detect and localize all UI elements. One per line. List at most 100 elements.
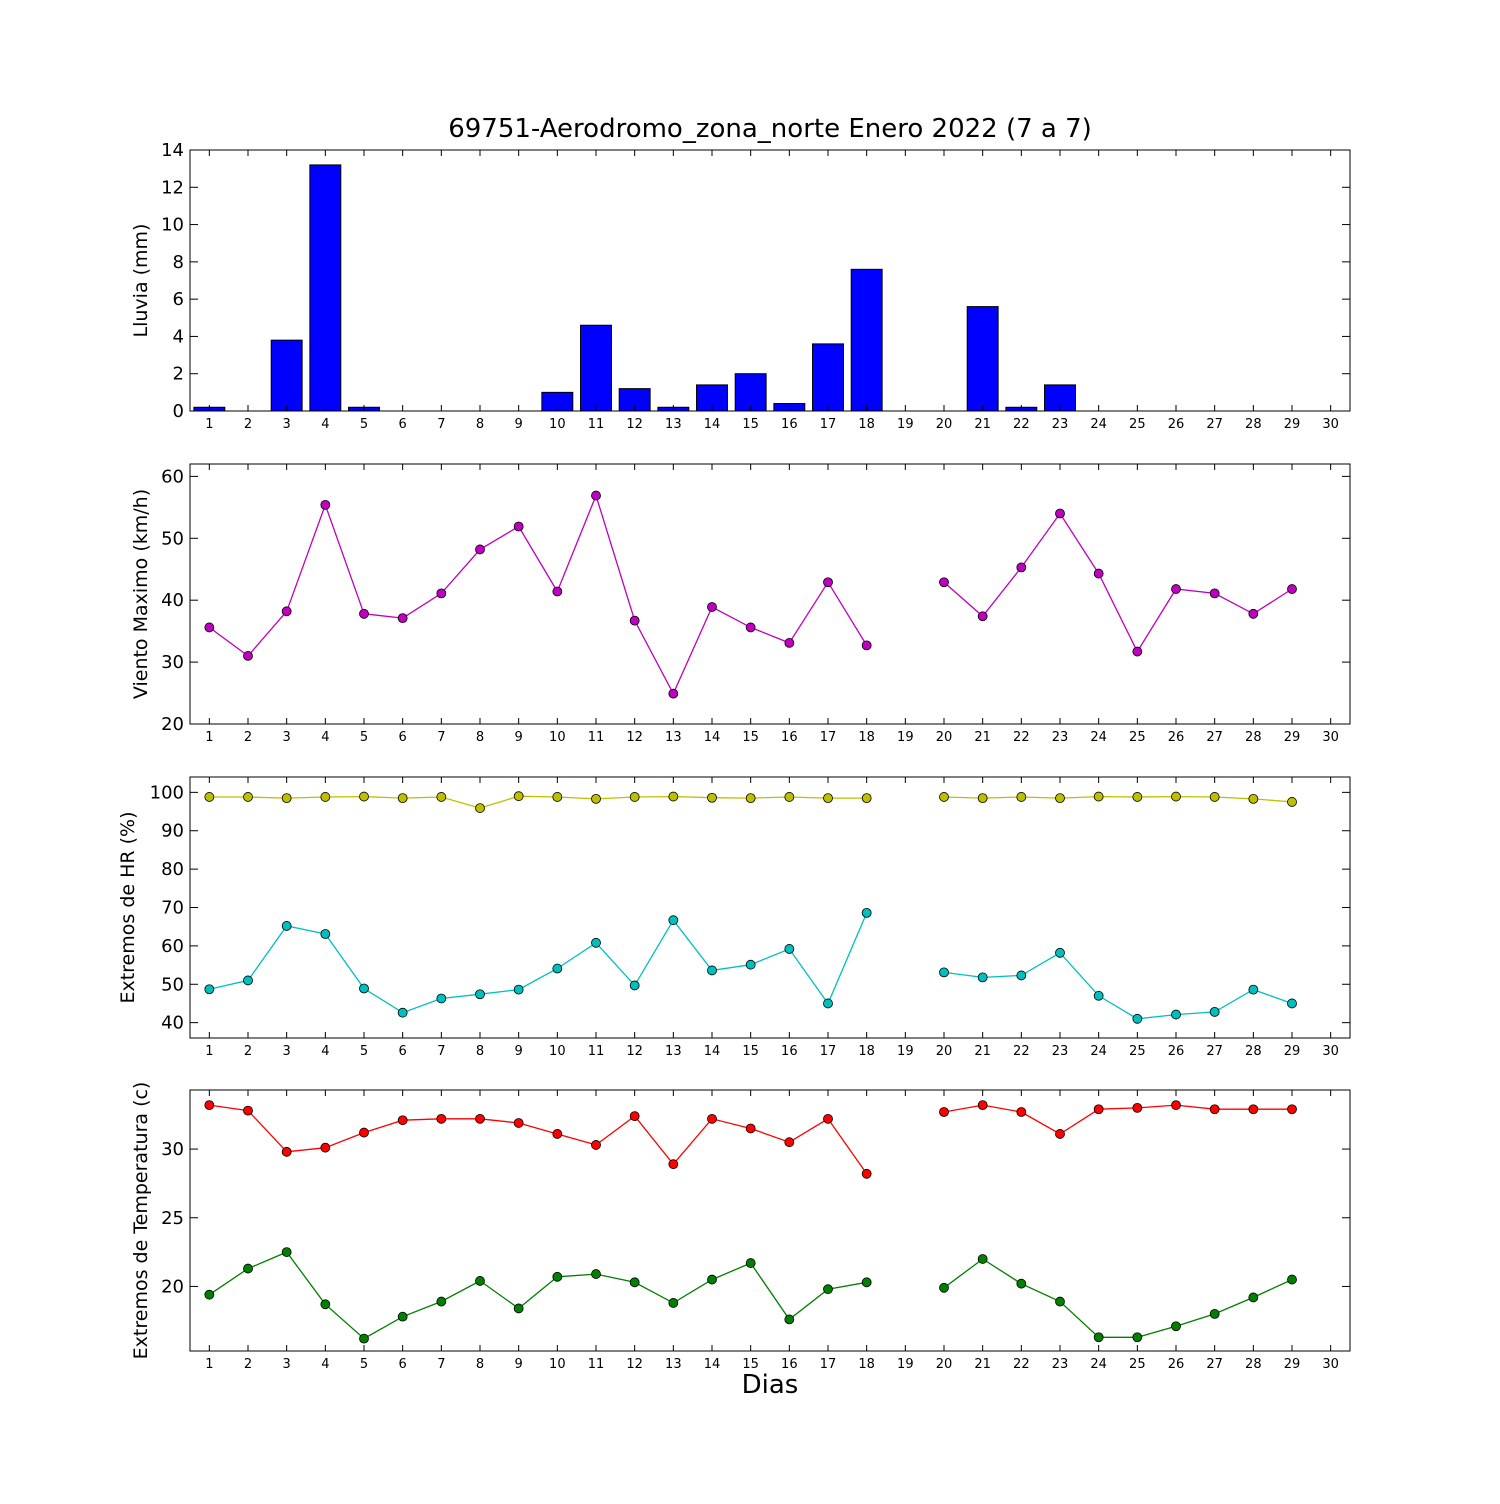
- x-tick-label: 21: [974, 417, 991, 432]
- data-point: [1209, 1309, 1220, 1319]
- data-point: [784, 1137, 795, 1148]
- x-tick-label: 1: [205, 417, 213, 432]
- data-point: [281, 1146, 292, 1157]
- data-point: [359, 1333, 369, 1344]
- data-point: [359, 1127, 369, 1138]
- data-point: [939, 1107, 949, 1117]
- series-line: [943, 795, 1293, 803]
- data-point: [591, 1140, 601, 1150]
- x-tick-label: 5: [360, 1044, 368, 1059]
- data-point: [1132, 646, 1143, 657]
- data-point: [629, 1111, 640, 1121]
- plot-frame: [189, 776, 1351, 1039]
- x-tick-label: 23: [1052, 417, 1069, 432]
- x-tick-label: 29: [1284, 1044, 1301, 1059]
- x-tick-label: 22: [1013, 1044, 1030, 1059]
- x-tick-label: 16: [781, 730, 798, 745]
- data-point: [668, 915, 679, 926]
- data-point: [823, 998, 833, 1009]
- data-point: [939, 577, 949, 588]
- data-point: [977, 611, 988, 622]
- x-tick-label: 7: [437, 730, 445, 745]
- x-tick-label: 10: [549, 1044, 566, 1059]
- plot-frame: [189, 149, 1351, 412]
- x-tick-label: 24: [1090, 1357, 1107, 1372]
- x-tick-label: 5: [360, 730, 368, 745]
- x-tick-label: 11: [588, 730, 605, 745]
- data-point: [745, 959, 756, 970]
- x-tick-label: 9: [515, 417, 523, 432]
- y-axis-label: Viento Maximo (km/h): [130, 489, 152, 699]
- data-point: [1171, 584, 1181, 594]
- data-point: [861, 907, 872, 918]
- x-tick-label: 25: [1129, 1357, 1146, 1372]
- data-point: [629, 615, 640, 626]
- data-point: [591, 937, 601, 948]
- data-point: [784, 1314, 795, 1325]
- x-tick-label: 29: [1284, 417, 1301, 432]
- data-point: [977, 793, 988, 804]
- x-tick-label: 16: [781, 417, 798, 432]
- x-tick-label: 23: [1052, 1044, 1069, 1059]
- x-tick-label: 3: [283, 1044, 291, 1059]
- x-tick-label: 7: [437, 417, 445, 432]
- x-tick-label: 13: [665, 1044, 682, 1059]
- plot-frame: [189, 463, 1351, 725]
- data-point: [204, 1289, 215, 1300]
- x-tick-label: 10: [549, 1357, 566, 1372]
- y-tick-label: 25: [161, 1208, 184, 1229]
- data-point: [745, 1123, 756, 1134]
- data-point: [204, 1100, 215, 1111]
- bar: [966, 306, 999, 412]
- y-tick-label: 20: [161, 714, 184, 735]
- data-point: [552, 1129, 563, 1139]
- x-tick-label: 30: [1322, 1357, 1339, 1372]
- x-tick-label: 29: [1284, 730, 1301, 745]
- x-tick-label: 12: [626, 1357, 643, 1372]
- y-tick-label: 80: [161, 859, 184, 880]
- x-tick-label: 18: [858, 417, 875, 432]
- data-point: [552, 586, 563, 597]
- series-line: [943, 1104, 1292, 1135]
- data-point: [1209, 588, 1220, 599]
- x-tick-label: 11: [588, 1357, 605, 1372]
- data-point: [977, 1254, 988, 1264]
- x-tick-label: 21: [974, 1044, 991, 1059]
- data-point: [1209, 792, 1220, 802]
- x-tick-label: 27: [1206, 1044, 1223, 1059]
- x-tick-label: 7: [437, 1044, 445, 1059]
- y-tick-label: 90: [161, 821, 184, 842]
- x-tick-label: 4: [321, 417, 329, 432]
- x-tick-label: 27: [1206, 417, 1223, 432]
- bar: [309, 164, 342, 412]
- x-tick-label: 8: [476, 1357, 484, 1372]
- x-tick-label: 1: [205, 1044, 213, 1059]
- data-point: [475, 1113, 485, 1124]
- x-tick-label: 14: [704, 730, 721, 745]
- x-tick-label: 28: [1245, 1044, 1262, 1059]
- y-tick-label: 10: [161, 215, 184, 236]
- data-point: [1093, 568, 1104, 579]
- data-point: [359, 983, 369, 994]
- data-point: [939, 1282, 949, 1293]
- data-point: [1016, 562, 1027, 573]
- data-point: [1055, 793, 1065, 804]
- data-point: [1287, 584, 1297, 594]
- data-point: [591, 1269, 601, 1279]
- data-point: [436, 993, 447, 1004]
- x-tick-label: 4: [321, 1357, 329, 1372]
- data-point: [243, 1263, 253, 1274]
- data-point: [281, 1247, 292, 1257]
- data-point: [281, 793, 292, 804]
- data-point: [359, 791, 369, 802]
- data-point: [475, 989, 485, 1000]
- series-line: [209, 795, 867, 809]
- x-tick-label: 3: [283, 730, 291, 745]
- x-tick-label: 9: [515, 1044, 523, 1059]
- chart-title: 69751-Aerodromo_zona_norte Enero 2022 (7…: [448, 114, 1092, 144]
- data-point: [668, 791, 679, 802]
- data-point: [1016, 792, 1027, 802]
- y-tick-label: 12: [161, 177, 184, 198]
- x-tick-label: 21: [974, 1357, 991, 1372]
